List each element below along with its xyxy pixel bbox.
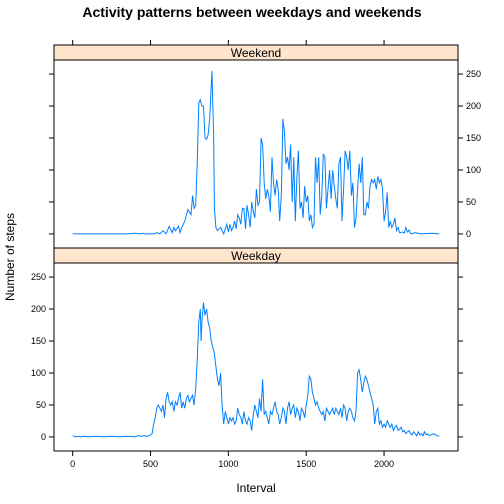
- x-tick-label-0: 0: [70, 459, 75, 469]
- x-tick-label-500: 500: [143, 459, 158, 469]
- y-axis-right-weekend: 0 50 100 150 200 250: [49, 69, 481, 239]
- panel-frame-weekend: [53, 59, 459, 249]
- y-tick-label-50: 50: [466, 197, 476, 207]
- x-axis: 0 500 1000 1500 2000: [70, 40, 394, 469]
- y-tick-label-100: 100: [31, 368, 46, 378]
- y-axis-label: Number of steps: [3, 213, 17, 301]
- y-tick-label-250: 250: [31, 272, 46, 282]
- y-tick-label-250: 250: [466, 69, 481, 79]
- y-tick-label-200: 200: [466, 101, 481, 111]
- x-axis-label: Interval: [236, 481, 275, 495]
- y-tick-label-150: 150: [466, 133, 481, 143]
- y-axis-left-weekday: 0 50 100 150 200 250: [31, 272, 463, 442]
- y-tick-label-150: 150: [31, 336, 46, 346]
- x-tick-label-1000: 1000: [218, 459, 238, 469]
- panel-top: Weekend 0 50 100 150 200 250: [49, 44, 481, 249]
- series-weekday: [72, 302, 440, 438]
- panel-bottom: Weekday 0 50 100 150 200 250: [31, 247, 463, 452]
- y-tick-label-50: 50: [36, 400, 46, 410]
- y-tick-label-200: 200: [31, 304, 46, 314]
- x-tick-label-2000: 2000: [374, 459, 394, 469]
- series-weekend: [72, 70, 440, 236]
- y-tick-label-0: 0: [41, 432, 46, 442]
- strip-label-weekend: Weekend: [231, 46, 281, 60]
- x-tick-label-1500: 1500: [296, 459, 316, 469]
- strip-label-weekday: Weekday: [231, 249, 281, 263]
- series-line-weekend: [72, 70, 440, 236]
- chart-title: Activity patterns between weekdays and w…: [82, 4, 421, 20]
- panel-frame-weekday: [53, 262, 459, 452]
- y-tick-label-0: 0: [466, 229, 471, 239]
- series-line-weekday: [72, 302, 440, 438]
- y-tick-label-100: 100: [466, 165, 481, 175]
